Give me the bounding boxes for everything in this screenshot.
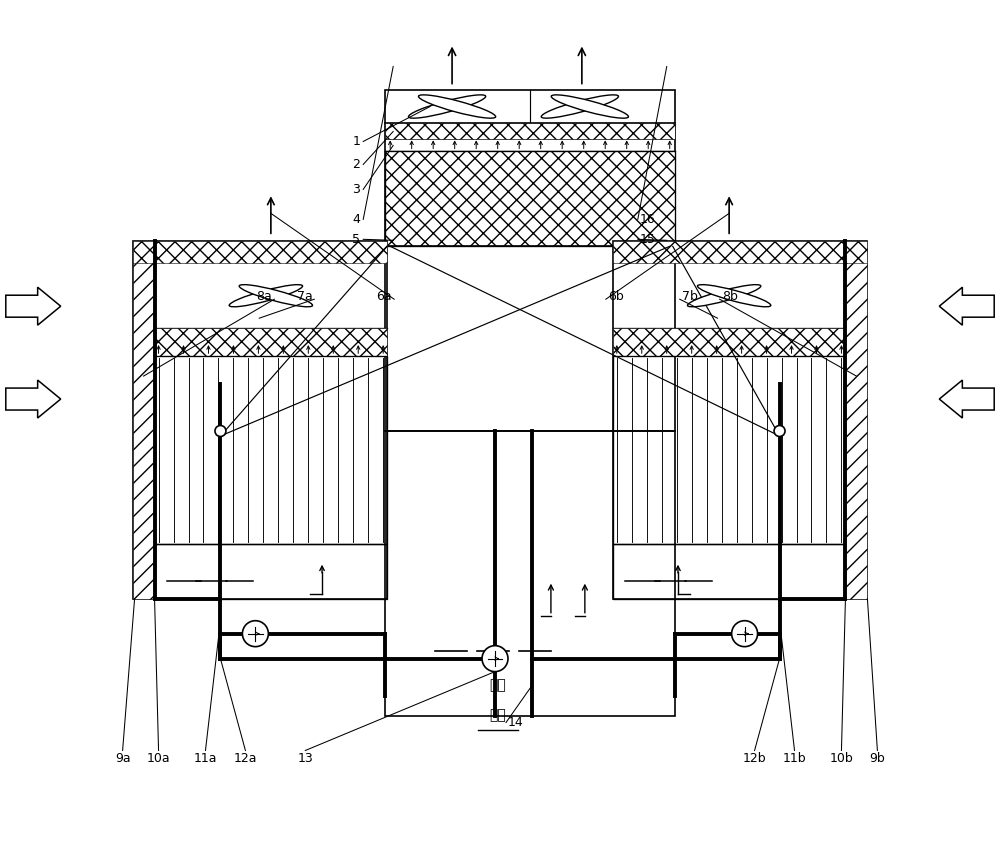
Bar bbox=[613, 356, 845, 544]
Text: 6a: 6a bbox=[377, 289, 392, 303]
Bar bbox=[385, 123, 675, 139]
Bar bbox=[155, 328, 387, 356]
Polygon shape bbox=[6, 380, 61, 418]
Text: 13: 13 bbox=[297, 753, 313, 765]
Circle shape bbox=[482, 646, 508, 672]
Text: 10b: 10b bbox=[830, 753, 853, 765]
Ellipse shape bbox=[687, 285, 761, 307]
Circle shape bbox=[215, 425, 226, 437]
Text: 8b: 8b bbox=[722, 289, 738, 303]
Text: 5: 5 bbox=[352, 232, 360, 245]
Polygon shape bbox=[939, 288, 994, 325]
Text: 9b: 9b bbox=[870, 753, 885, 765]
Circle shape bbox=[242, 621, 268, 647]
Text: 4: 4 bbox=[352, 213, 360, 226]
Text: 10a: 10a bbox=[147, 753, 170, 765]
Text: 出水: 出水 bbox=[490, 709, 506, 722]
Circle shape bbox=[732, 621, 758, 647]
Ellipse shape bbox=[239, 285, 313, 307]
Ellipse shape bbox=[418, 95, 496, 118]
Text: 9a: 9a bbox=[115, 753, 130, 765]
Text: 进水: 进水 bbox=[490, 678, 506, 692]
Text: 8a: 8a bbox=[257, 289, 272, 303]
Text: 12a: 12a bbox=[234, 753, 257, 765]
Text: 2: 2 bbox=[352, 158, 360, 171]
Text: 16: 16 bbox=[640, 213, 656, 226]
Ellipse shape bbox=[551, 95, 628, 118]
Text: 3: 3 bbox=[352, 183, 360, 196]
Bar bbox=[133, 241, 155, 598]
Bar bbox=[155, 356, 387, 544]
Text: 7b: 7b bbox=[682, 289, 698, 303]
Bar bbox=[385, 90, 675, 431]
Bar bbox=[133, 241, 387, 598]
Text: 1: 1 bbox=[352, 135, 360, 148]
Text: 7a: 7a bbox=[297, 289, 312, 303]
Circle shape bbox=[774, 425, 785, 437]
Text: 11a: 11a bbox=[194, 753, 217, 765]
Bar bbox=[385, 431, 675, 715]
Bar bbox=[155, 544, 387, 598]
Ellipse shape bbox=[697, 285, 771, 307]
Ellipse shape bbox=[541, 95, 618, 118]
Ellipse shape bbox=[408, 95, 486, 118]
Text: 11b: 11b bbox=[783, 753, 806, 765]
Bar bbox=[385, 152, 675, 246]
Ellipse shape bbox=[229, 285, 303, 307]
Bar bbox=[613, 544, 845, 598]
Polygon shape bbox=[6, 288, 61, 325]
Bar bbox=[845, 241, 867, 598]
Polygon shape bbox=[939, 380, 994, 418]
Bar bbox=[613, 241, 867, 263]
Bar bbox=[613, 328, 845, 356]
Text: 6b: 6b bbox=[608, 289, 624, 303]
Bar bbox=[133, 241, 387, 263]
Text: 14: 14 bbox=[508, 716, 524, 729]
Text: 12b: 12b bbox=[743, 753, 766, 765]
Bar bbox=[613, 241, 867, 598]
Text: 15: 15 bbox=[640, 232, 656, 245]
